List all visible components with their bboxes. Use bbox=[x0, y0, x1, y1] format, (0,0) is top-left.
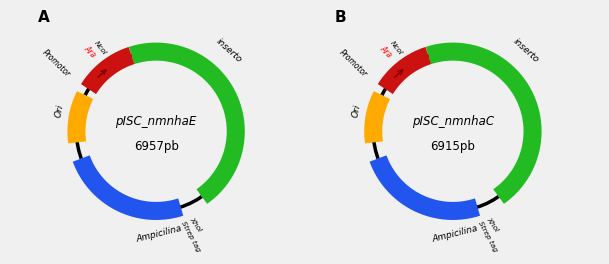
Text: NcoI: NcoI bbox=[93, 40, 107, 56]
Text: pISC_nmnhaE: pISC_nmnhaE bbox=[116, 115, 197, 128]
Text: A: A bbox=[38, 11, 49, 26]
Polygon shape bbox=[376, 159, 390, 174]
Text: pISC_nmnhaC: pISC_nmnhaC bbox=[412, 115, 494, 128]
Polygon shape bbox=[415, 53, 428, 65]
Text: Ampicilina: Ampicilina bbox=[135, 224, 183, 244]
Text: NcoI: NcoI bbox=[389, 40, 404, 56]
Text: Ara: Ara bbox=[379, 44, 394, 60]
Text: Ara: Ara bbox=[82, 44, 97, 60]
Text: Promotor: Promotor bbox=[337, 48, 368, 79]
Text: inserto: inserto bbox=[512, 36, 541, 64]
Text: XhoI: XhoI bbox=[188, 216, 203, 232]
Text: Promotor: Promotor bbox=[40, 48, 72, 79]
Text: 6957pb: 6957pb bbox=[133, 140, 178, 153]
Text: Strep tag: Strep tag bbox=[180, 220, 201, 253]
Text: B: B bbox=[335, 11, 347, 26]
Text: Ampicilina: Ampicilina bbox=[432, 224, 479, 244]
Text: inserto: inserto bbox=[214, 36, 244, 64]
Polygon shape bbox=[202, 183, 217, 197]
Polygon shape bbox=[118, 53, 132, 65]
Polygon shape bbox=[79, 159, 93, 174]
Polygon shape bbox=[72, 95, 86, 110]
Polygon shape bbox=[499, 183, 514, 197]
Polygon shape bbox=[369, 95, 382, 110]
Text: XhoI: XhoI bbox=[485, 216, 499, 232]
Text: Ori: Ori bbox=[54, 103, 66, 118]
Text: Ori: Ori bbox=[351, 103, 362, 118]
Text: 6915pb: 6915pb bbox=[431, 140, 476, 153]
Text: Strep tag: Strep tag bbox=[477, 220, 498, 253]
